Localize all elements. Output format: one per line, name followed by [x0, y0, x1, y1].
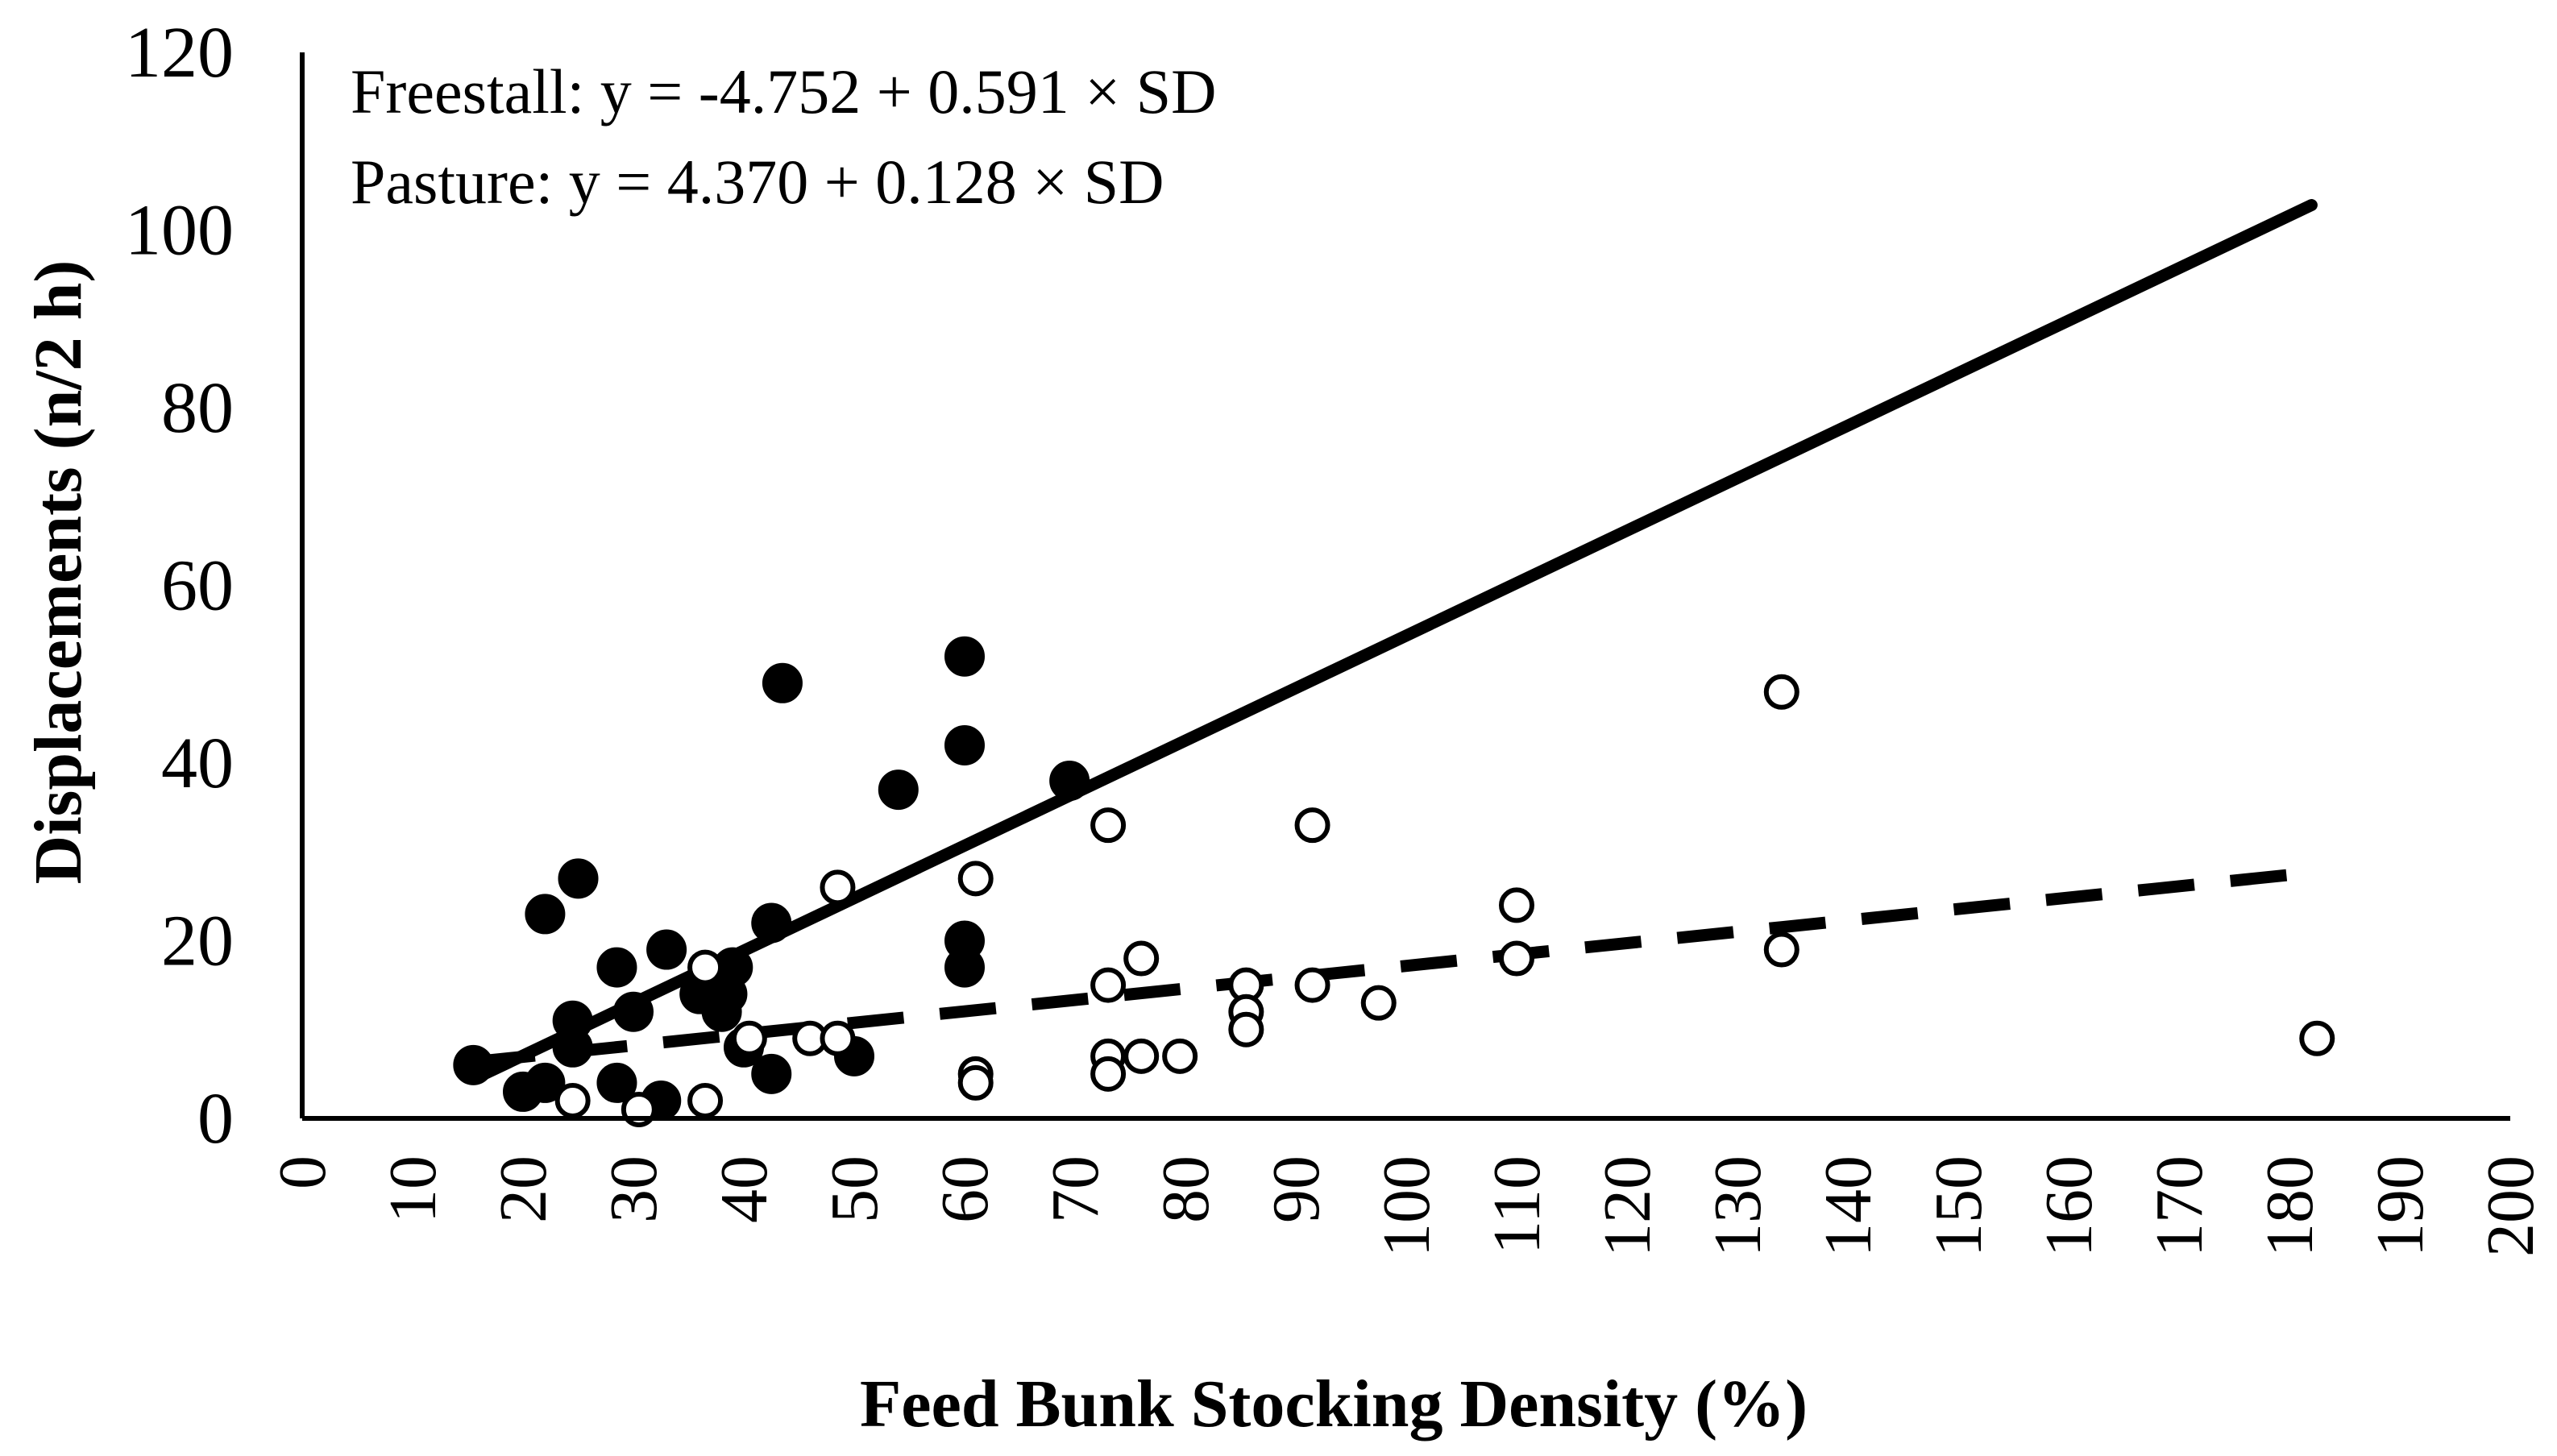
freestall-point	[525, 894, 566, 935]
freestall-point	[751, 902, 792, 944]
x-tick-label: 130	[1700, 1155, 1775, 1257]
freestall-point	[525, 1062, 566, 1103]
freestall-point	[762, 662, 803, 703]
freestall-point	[944, 636, 985, 677]
x-tick-label: 50	[817, 1155, 892, 1223]
axes	[300, 52, 2510, 1121]
pasture-fit-line	[478, 866, 2313, 1068]
x-tick-label: 30	[596, 1155, 671, 1223]
pasture-point	[1499, 940, 1534, 977]
tick-labels: 0 20 40 60 80 100 120 0 10 20 30 40 50 60 70 80 90 100 110…	[125, 13, 2548, 1257]
x-tick-label: 110	[1480, 1155, 1555, 1255]
pasture-point	[1763, 674, 1799, 710]
pasture-point	[731, 1020, 767, 1056]
pasture-point	[1228, 1011, 1264, 1047]
x-tick-label: 190	[2363, 1155, 2438, 1257]
freestall-point	[751, 1053, 792, 1094]
y-tick-label: 20	[161, 902, 234, 981]
x-tick-label: 170	[2142, 1155, 2217, 1257]
freestall-point	[596, 947, 637, 988]
freestall-point	[944, 947, 985, 988]
pasture-point	[1763, 931, 1799, 968]
pasture-point	[554, 1082, 591, 1118]
y-tick-label: 0	[197, 1079, 234, 1159]
fit-lines	[472, 199, 2318, 1083]
freestall-point	[552, 1027, 593, 1068]
x-tick-label: 180	[2252, 1155, 2327, 1257]
x-tick-label: 150	[1921, 1155, 1996, 1257]
pasture-point	[820, 1020, 856, 1056]
pasture-point	[687, 949, 724, 985]
freestall-fit-line	[472, 199, 2318, 1083]
y-tick-label: 60	[161, 546, 234, 626]
pasture-point	[2299, 1020, 2335, 1056]
x-tick-label: 20	[486, 1155, 561, 1223]
pasture-point	[1294, 967, 1330, 1003]
pasture-point	[1090, 1056, 1127, 1092]
x-tick-label: 0	[265, 1155, 340, 1189]
x-tick-label: 160	[2032, 1155, 2107, 1257]
y-tick-label: 40	[161, 724, 234, 803]
freestall-point	[646, 929, 687, 970]
x-tick-label: 140	[1811, 1155, 1886, 1257]
pasture-equation: Pasture: y = 4.370 + 0.128 × SD	[351, 147, 1164, 217]
freestall-point	[878, 769, 919, 811]
pasture-point	[1294, 807, 1330, 844]
freestall-point	[944, 724, 985, 765]
pasture-point	[820, 869, 856, 906]
pasture-point	[957, 1064, 994, 1101]
x-tick-label: 60	[928, 1155, 1002, 1223]
pasture-point	[1162, 1038, 1198, 1074]
freestall-point	[558, 858, 599, 899]
freestall-equation: Freestall: y = -4.752 + 0.591 × SD	[351, 56, 1216, 127]
pasture-point	[957, 861, 994, 897]
data-points	[453, 636, 2335, 1127]
x-axis-title: Feed Bunk Stocking Density (%)	[860, 1367, 1808, 1441]
y-axis-title: Displacements (n/2 h)	[21, 260, 96, 885]
pasture-point	[1090, 807, 1127, 844]
pasture-point	[1123, 1038, 1160, 1074]
x-tick-label: 40	[707, 1155, 782, 1223]
freestall-point	[1049, 761, 1090, 802]
x-tick-label: 200	[2473, 1155, 2548, 1257]
x-tick-label: 10	[376, 1155, 450, 1223]
y-tick-label: 80	[161, 368, 234, 448]
y-tick-label: 120	[125, 13, 234, 93]
pasture-point	[1123, 940, 1160, 977]
freestall-point	[453, 1044, 494, 1085]
pasture-point	[1360, 985, 1397, 1021]
x-tick-label: 80	[1148, 1155, 1223, 1223]
freestall-point	[596, 1062, 637, 1103]
pasture-point	[1499, 887, 1534, 923]
x-tick-label: 120	[1590, 1155, 1665, 1257]
freestall-point	[613, 991, 654, 1032]
x-tick-label: 90	[1259, 1155, 1334, 1223]
x-tick-label: 70	[1038, 1155, 1113, 1223]
pasture-point	[687, 1082, 724, 1118]
pasture-point	[1090, 967, 1127, 1003]
y-tick-label: 100	[125, 191, 234, 271]
x-tick-label: 100	[1369, 1155, 1444, 1257]
